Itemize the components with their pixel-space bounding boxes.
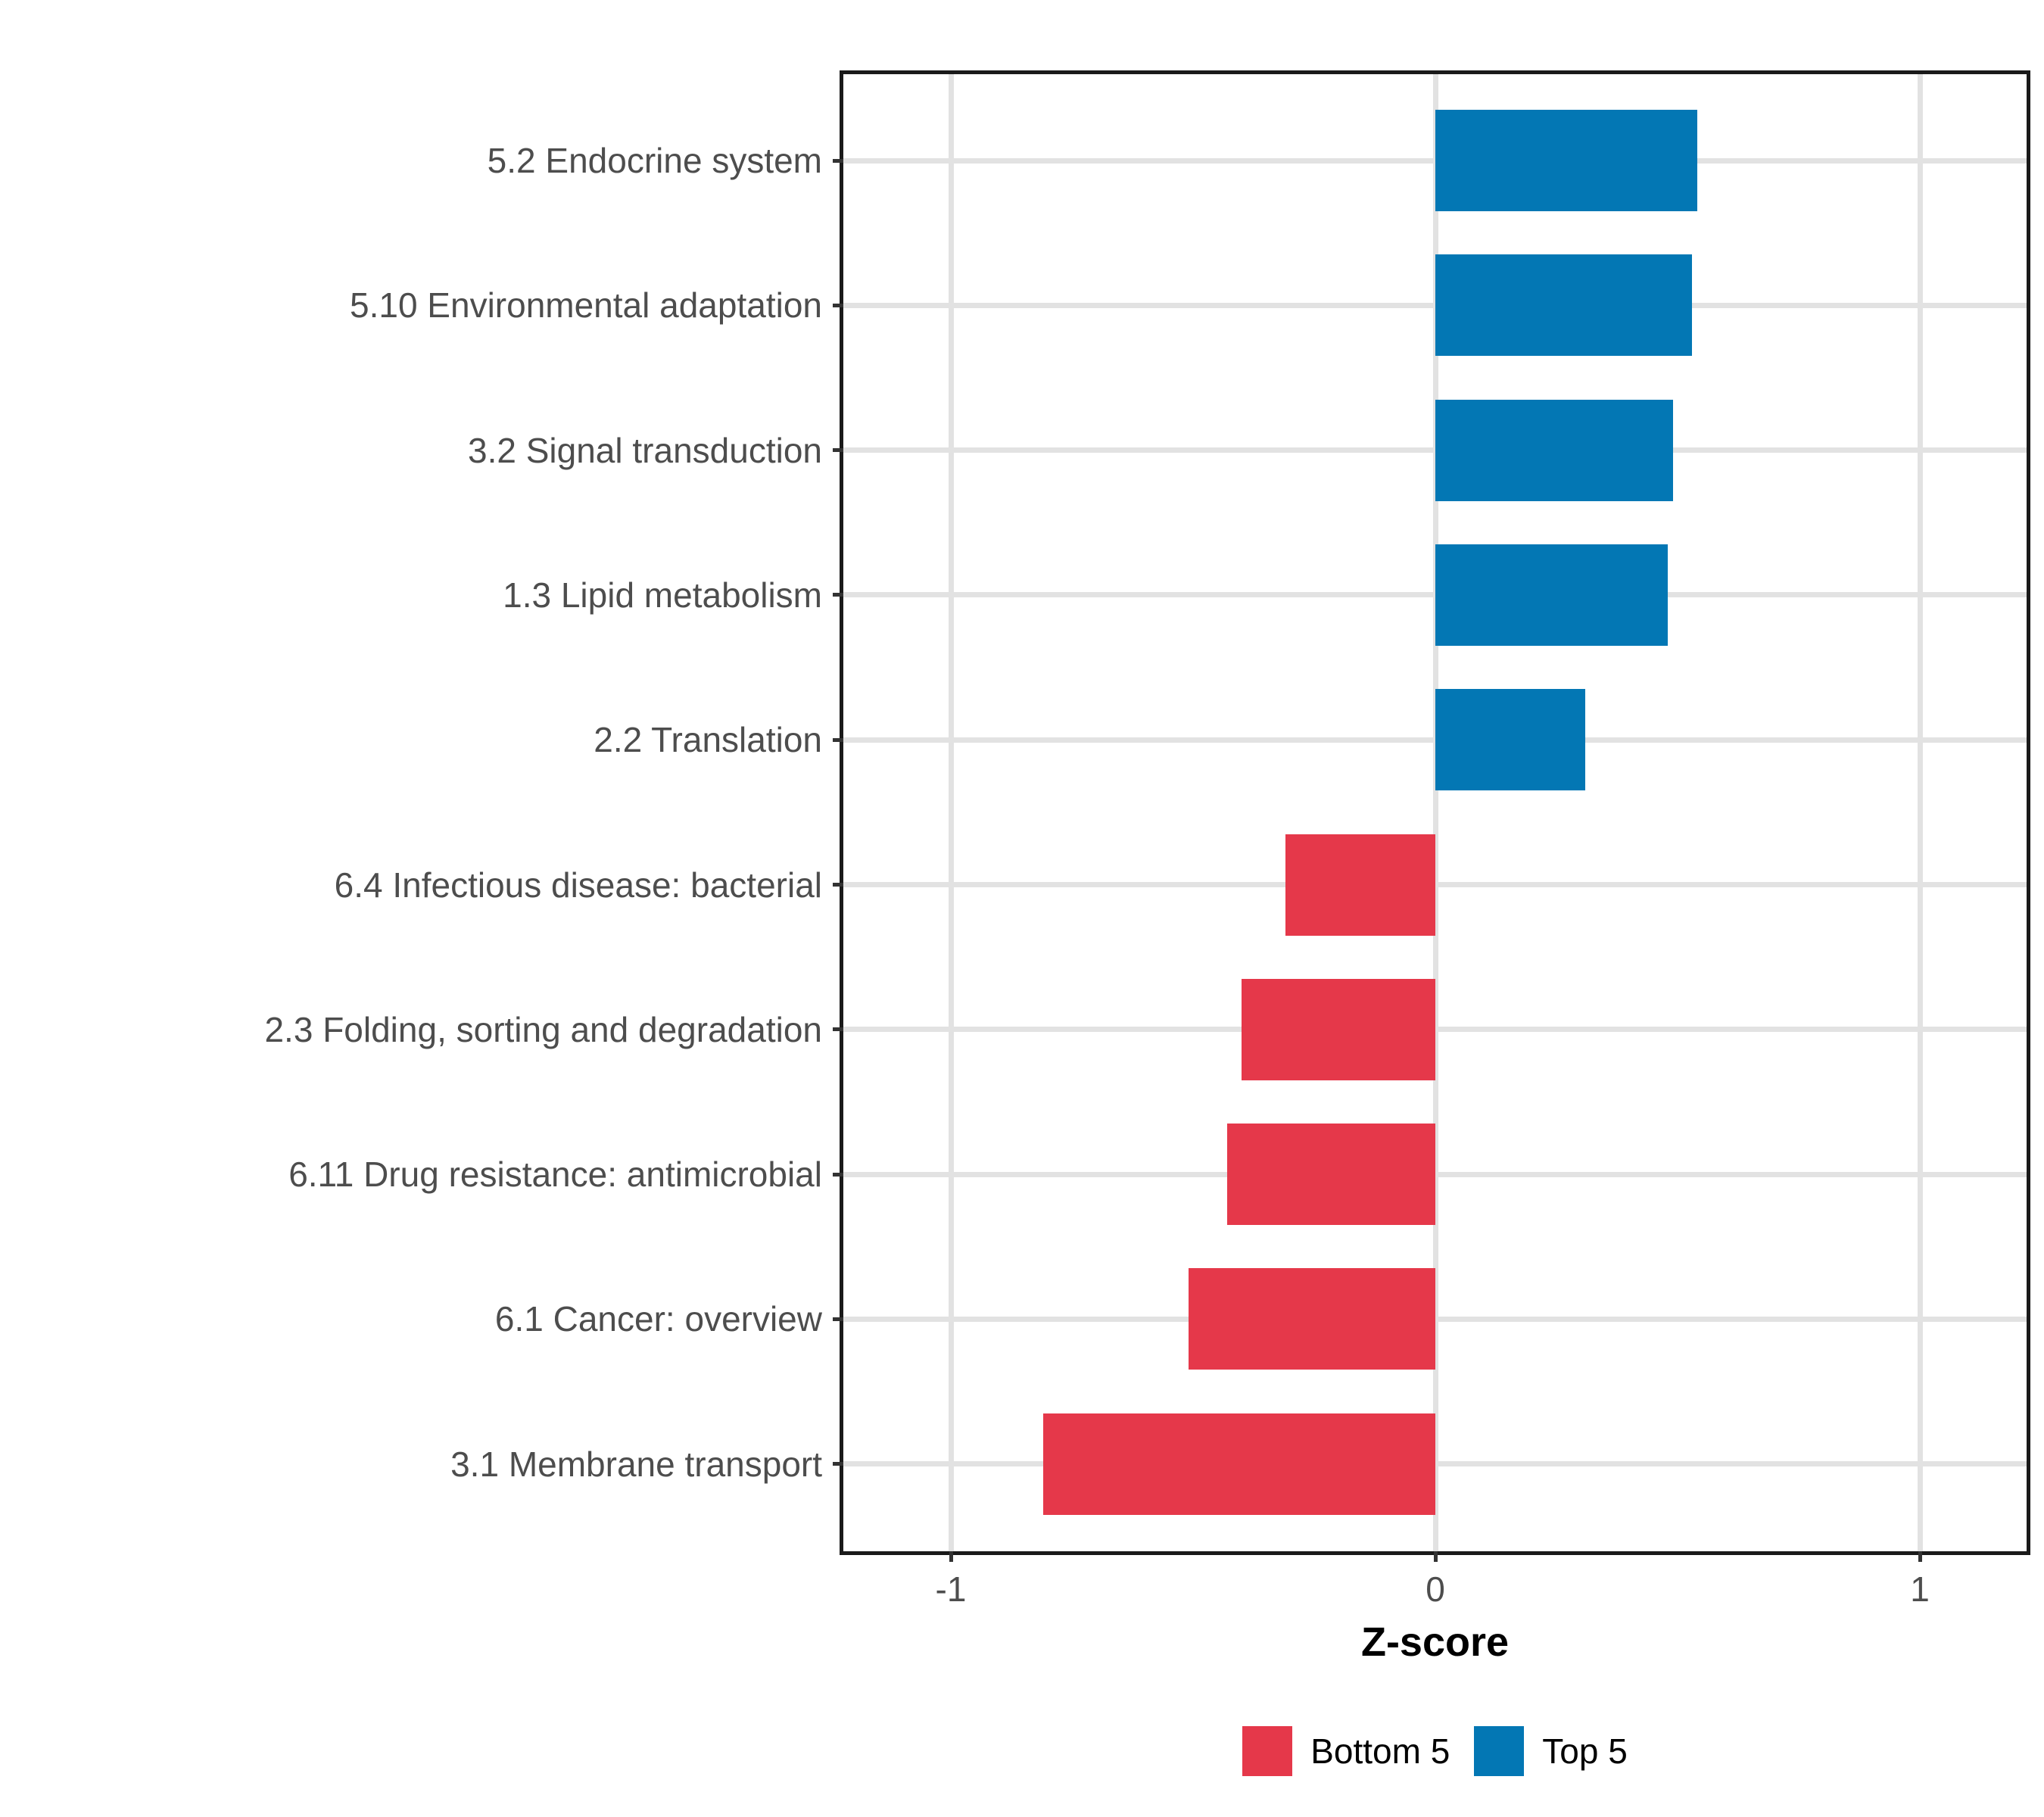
y-axis-tick (833, 737, 843, 742)
y-axis-label: 2.2 Translation (594, 720, 822, 760)
legend-item-bottom5: Bottom 5 (1242, 1726, 1450, 1776)
y-axis-label: 5.10 Environmental adaptation (350, 285, 822, 326)
gridline-x--1 (948, 74, 954, 1551)
y-axis-label: 1.3 Lipid metabolism (503, 575, 822, 615)
legend-item-top5: Top 5 (1474, 1726, 1628, 1776)
legend-swatch-bottom5-icon (1242, 1726, 1293, 1776)
bar-top5 (1435, 689, 1586, 791)
bar-top5 (1435, 399, 1673, 501)
plot-panel (840, 70, 2030, 1555)
legend-label-bottom5: Bottom 5 (1310, 1731, 1450, 1771)
y-axis-label: 3.2 Signal transduction (468, 430, 822, 470)
x-axis-tick (949, 1551, 953, 1562)
y-axis-label: 5.2 Endocrine system (487, 141, 822, 180)
bar-bottom5 (1188, 1268, 1435, 1370)
x-axis-title: Z-score (1360, 1619, 1510, 1665)
y-axis-tick (833, 1317, 843, 1321)
y-axis-label: 6.4 Infectious disease: bacterial (334, 865, 822, 905)
bar-bottom5 (1042, 1413, 1435, 1515)
y-axis-label: 6.1 Cancer: overview (494, 1299, 822, 1339)
x-axis-tick (1433, 1551, 1438, 1562)
legend-swatch-top5-icon (1474, 1726, 1525, 1776)
gridline-x-0 (1432, 74, 1438, 1551)
x-axis-tick (1918, 1551, 1922, 1562)
bar-bottom5 (1285, 834, 1435, 936)
y-axis-tick (833, 1462, 843, 1466)
gridline-x-1 (1917, 74, 1923, 1551)
y-axis-label: 2.3 Folding, sorting and degradation (264, 1009, 822, 1049)
x-axis-tick-label: -1 (935, 1569, 967, 1609)
bar-top5 (1435, 544, 1669, 646)
legend: Bottom 5 Top 5 (843, 1726, 2027, 1776)
y-axis-labels: 5.2 Endocrine system 5.10 Environmental a… (0, 0, 822, 1817)
bar-top5 (1435, 254, 1693, 357)
y-axis-tick (833, 448, 843, 453)
x-axis-tick-label: 0 (1426, 1569, 1445, 1609)
y-axis-label: 3.1 Membrane transport (450, 1444, 822, 1484)
y-axis-tick (833, 158, 843, 163)
bar-top5 (1435, 110, 1697, 211)
bar-bottom5 (1226, 1124, 1435, 1226)
y-axis-tick (833, 303, 843, 307)
x-axis-tick-label: 1 (1910, 1569, 1930, 1609)
bar-bottom5 (1242, 978, 1435, 1080)
y-axis-label: 6.11 Drug resistance: antimicrobial (288, 1155, 822, 1195)
y-axis-tick (833, 883, 843, 887)
y-axis-tick (833, 593, 843, 597)
y-axis-tick (833, 1027, 843, 1032)
legend-label-top5: Top 5 (1542, 1731, 1628, 1771)
y-axis-tick (833, 1172, 843, 1177)
